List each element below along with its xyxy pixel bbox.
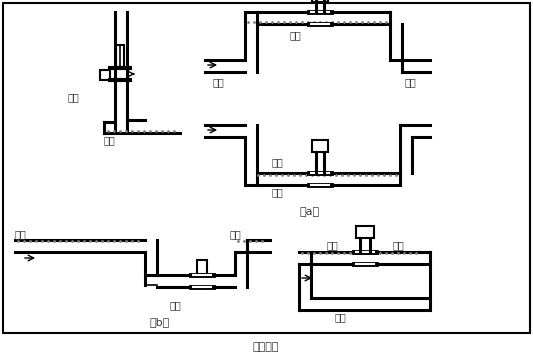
- FancyBboxPatch shape: [100, 70, 110, 80]
- FancyBboxPatch shape: [197, 260, 207, 274]
- Text: 液体: 液体: [213, 77, 225, 87]
- FancyBboxPatch shape: [356, 226, 374, 238]
- Text: （a）: （a）: [300, 207, 320, 217]
- Text: 错误: 错误: [272, 157, 284, 167]
- Text: 气泡: 气泡: [15, 229, 27, 239]
- FancyBboxPatch shape: [312, 0, 328, 2]
- Text: 气泡: 气泡: [230, 229, 242, 239]
- Text: 错误: 错误: [334, 312, 346, 322]
- Text: 图（四）: 图（四）: [253, 342, 279, 352]
- Text: 正确: 正确: [169, 300, 181, 310]
- FancyBboxPatch shape: [312, 140, 328, 152]
- Text: 正确: 正确: [68, 92, 80, 102]
- Text: 液体: 液体: [405, 77, 417, 87]
- FancyBboxPatch shape: [116, 45, 124, 67]
- Text: 气泡: 气泡: [393, 240, 405, 250]
- Text: 气泡: 气泡: [327, 240, 339, 250]
- FancyBboxPatch shape: [3, 3, 530, 333]
- Text: 液体: 液体: [104, 135, 116, 145]
- Text: 液体: 液体: [272, 187, 284, 197]
- Text: 正确: 正确: [290, 30, 302, 40]
- Text: （b）: （b）: [150, 317, 170, 327]
